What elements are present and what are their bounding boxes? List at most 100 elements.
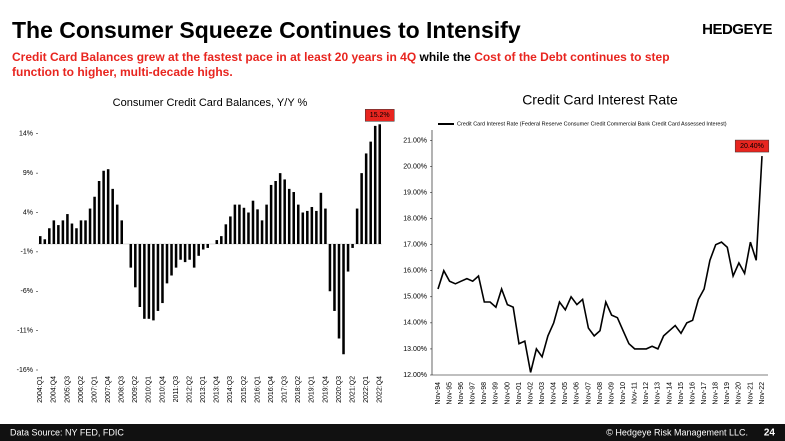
bar (242, 207, 246, 244)
bar (238, 204, 241, 244)
bar (328, 244, 332, 292)
bar (120, 220, 124, 244)
x-tick-label: Nov-07 (585, 382, 592, 405)
x-tick-label: 2009:Q2 (132, 376, 139, 403)
y-tick-label: -6% (21, 288, 33, 295)
subtitle-part: function to higher, multi-decade highs. (12, 65, 233, 79)
x-tick-label: 2007:Q1 (91, 376, 98, 403)
x-tick-label: Nov-05 (562, 382, 569, 405)
bar (143, 244, 146, 319)
x-tick-label: 2017:Q3 (282, 376, 289, 403)
x-tick-label: Nov-19 (724, 382, 731, 405)
bar (52, 220, 56, 244)
bar (102, 170, 105, 244)
bar (360, 173, 363, 244)
x-tick-label: Nov-22 (759, 382, 766, 405)
bar (66, 214, 69, 244)
bar (97, 181, 101, 244)
bar (75, 228, 78, 244)
bar (292, 192, 296, 244)
bar (224, 224, 228, 244)
bar (147, 244, 151, 319)
bar (355, 208, 359, 244)
bar (265, 204, 268, 244)
x-tick-label: Nov-12 (643, 382, 650, 405)
bar (256, 209, 259, 244)
bar (206, 244, 210, 248)
bar (138, 244, 142, 307)
bar (192, 244, 196, 268)
bar (351, 244, 354, 248)
bar (134, 244, 137, 288)
bar (61, 220, 65, 244)
x-tick-label: 2020:Q3 (336, 376, 343, 403)
bar (70, 223, 74, 244)
bar (38, 236, 42, 244)
bar (319, 192, 323, 244)
x-tick-label: 2012:Q2 (186, 376, 193, 403)
subtitle: function to higher, multi-decade highs. (12, 65, 233, 79)
x-tick-label: Nov-08 (597, 382, 604, 405)
x-tick-label: 2022:Q1 (363, 376, 370, 403)
bar (174, 244, 178, 268)
bar (247, 212, 250, 244)
x-tick-label: Nov-09 (608, 382, 615, 405)
x-tick-label: 2010:Q1 (146, 376, 153, 403)
y-tick-label: 17.00% (403, 242, 427, 249)
bar (287, 188, 291, 244)
x-tick-label: 2013:Q4 (214, 376, 221, 403)
y-tick-label: -1% (21, 249, 33, 256)
x-tick-label: Nov-13 (655, 382, 662, 405)
y-tick-label: 4% (23, 209, 33, 216)
page-number: 24 (764, 428, 776, 439)
x-tick-label: Nov-15 (678, 382, 685, 405)
x-tick-label: 2014:Q3 (227, 376, 234, 403)
x-tick-label: Nov-03 (539, 382, 546, 405)
bar (84, 220, 87, 244)
bar (152, 244, 155, 321)
bar (283, 179, 286, 244)
bar (333, 244, 336, 311)
x-tick-label: 2010:Q4 (159, 376, 166, 403)
y-tick-label: 19.00% (403, 189, 427, 196)
bar (296, 204, 300, 244)
y-tick-label: 9% (23, 170, 33, 177)
x-tick-label: Nov-21 (747, 382, 754, 405)
bar (215, 240, 219, 244)
bar (220, 236, 223, 244)
x-tick-label: 2018:Q2 (295, 376, 302, 403)
x-tick-label: Nov-97 (470, 382, 477, 405)
subtitle-part: while the (416, 50, 474, 64)
bar (93, 196, 96, 244)
bar (306, 210, 309, 244)
x-tick-label: Nov-17 (701, 382, 708, 405)
x-tick-label: Nov-98 (481, 382, 488, 405)
value-label: 15.2% (370, 112, 390, 119)
x-tick-label: 2019:Q1 (309, 376, 316, 403)
x-tick-label: 2019:Q4 (322, 376, 329, 403)
bar (378, 124, 382, 244)
bar (324, 208, 327, 244)
bar (79, 220, 83, 244)
value-label: 20.40% (740, 143, 764, 150)
y-tick-label: 20.00% (403, 163, 427, 170)
bar (165, 244, 169, 284)
x-tick-label: Nov-01 (516, 382, 523, 405)
bar (315, 210, 318, 244)
x-tick-label: Nov-06 (574, 382, 581, 405)
x-tick-label: Nov-94 (435, 382, 442, 405)
line (437, 156, 763, 373)
bar (115, 204, 119, 244)
bar (156, 244, 160, 311)
x-tick-label: 2006:Q2 (78, 376, 85, 403)
bar (278, 173, 282, 244)
subtitle-part: Credit Card Balances grew at the fastest… (12, 50, 416, 64)
bar (364, 153, 368, 244)
bar (188, 244, 191, 260)
bar (183, 244, 187, 263)
bar (48, 228, 51, 244)
footer-bar (0, 424, 785, 441)
x-tick-label: Nov-95 (446, 382, 453, 405)
x-tick-label: 2004:Q1 (37, 376, 44, 403)
